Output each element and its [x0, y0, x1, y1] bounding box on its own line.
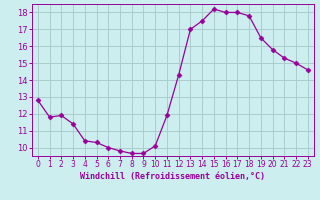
- X-axis label: Windchill (Refroidissement éolien,°C): Windchill (Refroidissement éolien,°C): [80, 172, 265, 181]
